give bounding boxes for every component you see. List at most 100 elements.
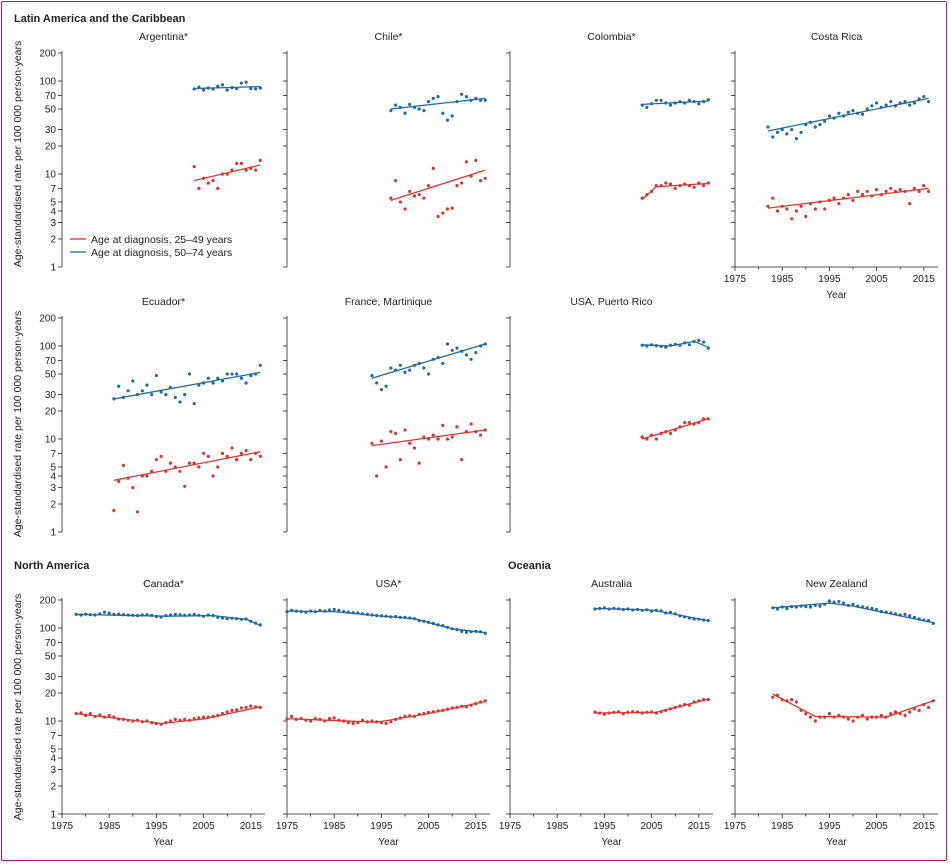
data-point-age-50-74 bbox=[346, 610, 350, 614]
x-tick-label: 1985 bbox=[323, 821, 346, 832]
data-point-age-25-49 bbox=[235, 458, 239, 462]
panel-chile: Chile* bbox=[283, 31, 487, 268]
data-point-age-25-49 bbox=[678, 184, 682, 188]
data-point-age-25-49 bbox=[464, 430, 468, 434]
data-point-age-50-74 bbox=[464, 630, 468, 634]
y-tick-label: 7 bbox=[50, 731, 56, 742]
data-point-age-25-49 bbox=[164, 721, 168, 725]
data-point-age-25-49 bbox=[673, 428, 677, 432]
data-point-age-25-49 bbox=[673, 705, 677, 710]
data-point-age-50-74 bbox=[121, 613, 125, 617]
data-point-age-25-49 bbox=[483, 176, 487, 180]
data-point-age-25-49 bbox=[394, 717, 398, 722]
data-point-age-25-49 bbox=[469, 703, 473, 707]
data-point-age-25-49 bbox=[771, 196, 775, 200]
x-tick-label: 2005 bbox=[193, 821, 216, 832]
data-point-age-25-49 bbox=[650, 710, 654, 714]
fit-line-age-25-49 bbox=[113, 451, 261, 481]
data-point-age-25-49 bbox=[244, 449, 248, 453]
data-point-age-25-49 bbox=[683, 703, 687, 707]
x-tick-label: 1985 bbox=[771, 274, 794, 285]
data-point-age-25-49 bbox=[697, 699, 701, 703]
section-title-north-america: North America bbox=[14, 560, 90, 572]
data-point-age-25-49 bbox=[640, 196, 644, 200]
data-point-age-25-49 bbox=[889, 712, 893, 716]
data-point-age-50-74 bbox=[870, 606, 874, 611]
data-point-age-50-74 bbox=[154, 374, 158, 378]
data-point-age-25-49 bbox=[159, 722, 163, 727]
data-point-age-25-49 bbox=[706, 417, 710, 421]
panel-usa-puerto-rico: USA, Puerto Rico bbox=[506, 296, 710, 533]
data-point-age-25-49 bbox=[445, 207, 450, 211]
data-point-age-50-74 bbox=[697, 102, 701, 106]
data-point-age-25-49 bbox=[230, 168, 234, 172]
data-point-age-25-49 bbox=[211, 179, 215, 183]
data-point-age-50-74 bbox=[107, 611, 111, 615]
data-point-age-25-49 bbox=[593, 710, 597, 714]
data-point-age-25-49 bbox=[107, 713, 111, 718]
data-point-age-25-49 bbox=[370, 719, 374, 723]
data-point-age-25-49 bbox=[318, 717, 322, 722]
data-point-age-25-49 bbox=[780, 204, 784, 208]
data-point-age-50-74 bbox=[192, 402, 196, 406]
data-point-age-25-49 bbox=[159, 454, 163, 458]
data-point-age-50-74 bbox=[370, 613, 374, 617]
data-point-age-50-74 bbox=[775, 130, 780, 134]
data-point-age-25-49 bbox=[431, 166, 435, 170]
data-point-age-50-74 bbox=[668, 343, 673, 347]
data-point-age-50-74 bbox=[436, 95, 440, 99]
data-point-age-25-49 bbox=[837, 713, 841, 718]
data-point-age-50-74 bbox=[445, 625, 450, 629]
data-point-age-50-74 bbox=[431, 96, 435, 100]
data-point-age-50-74 bbox=[893, 104, 898, 108]
data-point-age-50-74 bbox=[88, 613, 92, 617]
data-point-age-50-74 bbox=[884, 103, 888, 107]
data-point-age-25-49 bbox=[441, 708, 445, 713]
data-point-age-50-74 bbox=[197, 613, 201, 617]
fit-line-age-50-74 bbox=[767, 97, 929, 132]
data-point-age-50-74 bbox=[394, 614, 398, 619]
data-point-age-25-49 bbox=[441, 211, 445, 215]
data-point-age-25-49 bbox=[702, 184, 706, 188]
data-point-age-50-74 bbox=[455, 628, 459, 632]
data-point-age-50-74 bbox=[211, 87, 215, 91]
data-point-age-50-74 bbox=[398, 363, 402, 367]
y-tick-label: 5 bbox=[50, 197, 56, 208]
data-point-age-25-49 bbox=[244, 168, 248, 172]
data-point-age-50-74 bbox=[121, 395, 125, 399]
data-point-age-50-74 bbox=[650, 102, 654, 106]
data-point-age-25-49 bbox=[197, 465, 201, 469]
data-point-age-25-49 bbox=[687, 703, 692, 707]
data-point-age-50-74 bbox=[117, 612, 121, 616]
data-point-age-25-49 bbox=[342, 719, 346, 723]
y-tick-label: 50 bbox=[45, 369, 57, 380]
data-point-age-25-49 bbox=[427, 437, 431, 441]
y-tick-label: 3 bbox=[50, 483, 56, 494]
data-point-age-25-49 bbox=[664, 430, 668, 434]
data-point-age-25-49 bbox=[654, 184, 658, 188]
data-point-age-50-74 bbox=[917, 617, 921, 621]
data-point-age-25-49 bbox=[197, 716, 201, 720]
data-point-age-50-74 bbox=[422, 619, 426, 623]
data-point-age-50-74 bbox=[79, 613, 83, 617]
x-tick-label: 1975 bbox=[724, 821, 747, 832]
data-point-age-50-74 bbox=[813, 125, 817, 129]
data-point-age-50-74 bbox=[659, 344, 663, 348]
data-point-age-25-49 bbox=[102, 715, 107, 719]
data-point-age-50-74 bbox=[635, 607, 640, 612]
data-point-age-25-49 bbox=[192, 461, 196, 465]
data-point-age-25-49 bbox=[79, 711, 83, 715]
data-point-age-50-74 bbox=[785, 606, 789, 611]
data-point-age-50-74 bbox=[598, 606, 602, 611]
data-point-age-50-74 bbox=[290, 608, 294, 612]
data-point-age-25-49 bbox=[379, 439, 383, 443]
data-point-age-25-49 bbox=[313, 717, 317, 721]
data-point-age-25-49 bbox=[398, 716, 402, 720]
y-tick-label: 100 bbox=[39, 623, 56, 634]
data-point-age-50-74 bbox=[450, 348, 454, 352]
fit-line-age-50-74 bbox=[76, 613, 261, 626]
x-tick-label: 2005 bbox=[866, 274, 889, 285]
data-point-age-25-49 bbox=[145, 719, 149, 723]
data-point-age-50-74 bbox=[408, 368, 412, 372]
data-point-age-50-74 bbox=[427, 620, 431, 625]
